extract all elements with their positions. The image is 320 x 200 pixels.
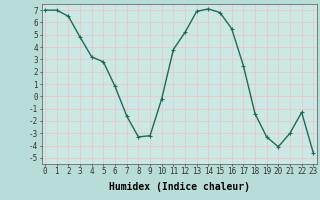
X-axis label: Humidex (Indice chaleur): Humidex (Indice chaleur): [109, 182, 250, 192]
